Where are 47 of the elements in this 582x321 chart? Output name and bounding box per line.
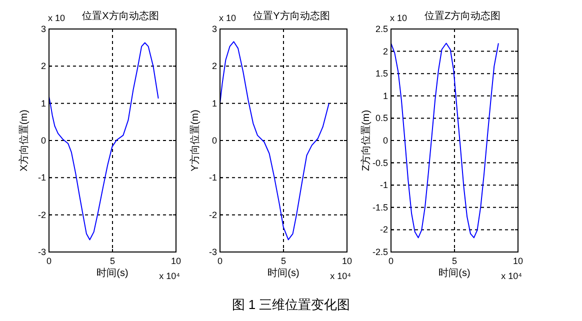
y-tick-label: -1.5: [372, 202, 388, 212]
y-tick-label: -2: [380, 224, 388, 235]
x-tick-label: 10: [512, 256, 524, 266]
y-tick-label: -1: [38, 172, 46, 183]
y-tick-label: 1: [382, 90, 388, 101]
y-tick-label: 1.5: [375, 68, 388, 79]
y-tick-label: 0: [212, 136, 217, 146]
y-axis-title: Y方向位置(m): [189, 110, 201, 172]
text: x 10⁴: [330, 271, 352, 281]
y-tick-label: 3: [40, 24, 46, 34]
y-tick-label: -3: [208, 247, 217, 257]
y-tick-label: -2.5: [372, 247, 388, 257]
y-tick-label: -2: [38, 210, 46, 220]
chart-title: 位置X方向动态图: [82, 10, 159, 22]
y-tick-label: -0.5: [372, 158, 388, 168]
text: x 10: [48, 13, 66, 23]
y-tick-label: -1: [380, 180, 388, 190]
y-tick-label: 0.5: [375, 113, 388, 124]
x-tick-label: 10: [342, 256, 352, 266]
y-tick-label: -2: [208, 210, 217, 220]
y-tick-label: 2: [382, 46, 388, 56]
y-tick-label: 0: [40, 136, 46, 146]
text: x 10: [390, 13, 408, 23]
text: x 10⁴: [501, 271, 522, 281]
y-tick-label: 2.5: [375, 24, 388, 34]
x-tick-label: 5: [452, 256, 458, 266]
x-axis-title: 时间(s): [268, 267, 300, 279]
text: x 10: [219, 13, 236, 23]
chart-title: 位置Y方向动态图: [253, 10, 330, 22]
x-tick-label: 10: [170, 256, 182, 266]
x-axis-title: 时间(s): [438, 267, 470, 279]
y-axis-title: X方向位置(m): [18, 110, 30, 172]
x-tick-label: 5: [280, 256, 286, 266]
caption: 图 1 三维位置变化图: [232, 297, 350, 312]
text: x 10⁴: [159, 271, 180, 281]
chart-title: 位置Z方向动态图: [424, 10, 501, 22]
x-tick-label: 5: [110, 256, 116, 266]
y-tick-label: 1: [212, 98, 217, 108]
y-tick-label: -1: [208, 172, 217, 183]
y-tick-label: 1: [40, 98, 46, 108]
y-tick-label: 2: [40, 61, 46, 72]
y-tick-label: 0: [382, 136, 388, 146]
y-tick-label: 3: [212, 24, 217, 34]
y-axis-title: Z方向位置(m): [360, 110, 372, 172]
y-tick-label: -3: [38, 247, 46, 257]
x-axis-title: 时间(s): [96, 267, 128, 279]
y-tick-label: 2: [212, 61, 217, 72]
